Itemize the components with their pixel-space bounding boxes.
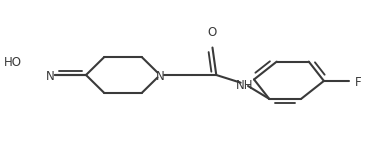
Text: HO: HO [4,56,22,69]
Text: F: F [355,76,362,89]
Text: O: O [207,26,216,39]
Text: N: N [46,70,55,83]
Text: N: N [156,70,164,83]
Text: NH: NH [236,79,253,92]
